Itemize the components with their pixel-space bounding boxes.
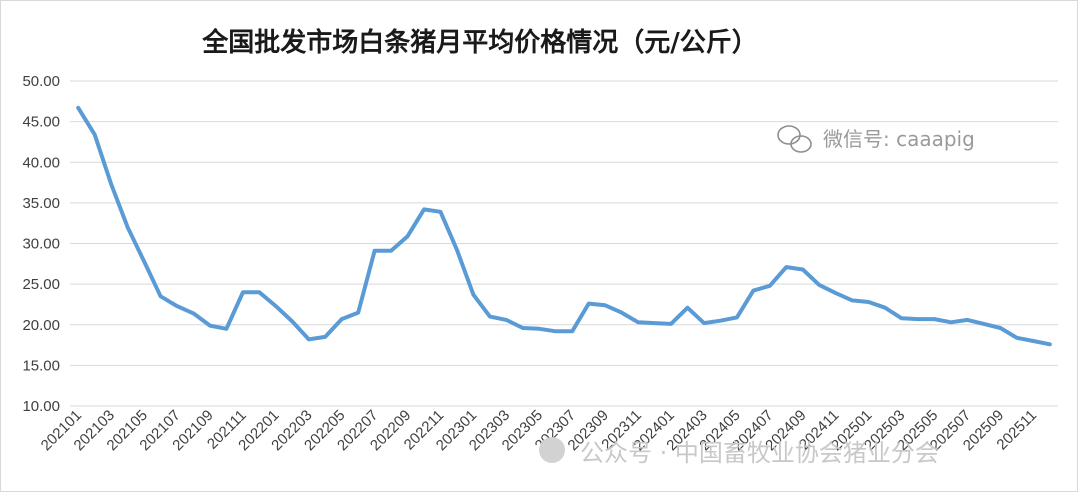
data-point: [290, 320, 294, 323]
data-point: [471, 293, 475, 297]
data-point: [1015, 336, 1019, 340]
data-point: [373, 249, 377, 253]
footer-watermark-text: 公众号 · 中国畜牧业协会猪业分会: [580, 439, 939, 467]
footer-watermark: 公众号 · 中国畜牧业协会猪业分会: [539, 437, 939, 467]
data-point: [274, 304, 278, 308]
data-point: [735, 315, 739, 319]
data-point: [949, 320, 953, 324]
data-point: [867, 300, 871, 304]
data-point: [537, 327, 541, 331]
data-point: [192, 311, 195, 315]
data-point: [1031, 339, 1035, 343]
data-point: [521, 326, 525, 330]
data-point: [224, 327, 228, 331]
data-point: [257, 290, 261, 294]
data-point: [702, 321, 706, 325]
data-point: [439, 210, 442, 214]
data-point: [620, 311, 624, 315]
data-point: [76, 106, 80, 110]
data-point: [801, 268, 805, 271]
series-line: [76, 105, 1052, 347]
data-point: [208, 324, 212, 328]
y-tick-label: 10.00: [22, 398, 60, 415]
data-point: [126, 225, 130, 229]
gridlines: [70, 80, 1058, 407]
data-point: [686, 306, 689, 310]
data-point: [751, 289, 755, 293]
data-point: [636, 320, 640, 324]
data-point: [998, 326, 1002, 330]
data-point: [916, 317, 920, 321]
data-point: [93, 133, 97, 137]
data-point: [356, 311, 360, 315]
data-point: [653, 321, 657, 325]
data-point: [142, 259, 146, 263]
data-point: [669, 322, 673, 326]
data-point: [406, 234, 410, 238]
wechat-watermark: 微信号: caaapig: [777, 125, 975, 153]
data-point: [933, 317, 936, 321]
y-tick-label: 20.00: [22, 317, 60, 334]
data-point: [455, 248, 459, 252]
data-point: [982, 322, 986, 326]
wechat-id-text: 微信号: caaapig: [823, 127, 975, 151]
wechat-logo-icon: [539, 437, 565, 463]
y-tick-label: 45.00: [22, 114, 60, 131]
data-point: [784, 265, 788, 269]
data-point: [817, 283, 821, 287]
y-tick-label: 50.00: [22, 73, 60, 90]
data-point: [570, 329, 574, 333]
y-tick-label: 30.00: [22, 236, 60, 253]
data-point: [965, 318, 969, 322]
data-point: [834, 291, 838, 295]
y-tick-label: 35.00: [22, 195, 60, 212]
data-point: [1048, 342, 1052, 346]
data-point: [422, 207, 426, 211]
wechat-icon: [777, 125, 812, 153]
y-tick-label: 15.00: [22, 357, 60, 374]
data-point: [883, 306, 887, 310]
data-point: [488, 315, 492, 319]
data-point: [159, 294, 163, 298]
data-point: [241, 290, 245, 294]
data-point: [587, 302, 591, 306]
data-point: [504, 318, 508, 322]
y-tick-label: 25.00: [22, 276, 60, 293]
data-point: [109, 182, 113, 186]
data-point: [603, 303, 607, 307]
chart-title: 全国批发市场白条猪月平均价格情况（元/公斤）: [201, 27, 758, 58]
data-point: [340, 317, 344, 321]
data-point: [307, 337, 311, 341]
data-point: [175, 304, 179, 308]
data-point: [768, 284, 772, 288]
data-point: [850, 298, 854, 302]
y-axis-ticks: 50.00 45.00 40.00 35.00 30.00 25.00 20.00 15.00…: [22, 73, 60, 415]
data-point: [900, 316, 904, 320]
data-point: [323, 335, 327, 339]
series-points: [76, 106, 1052, 346]
data-point: [554, 329, 558, 333]
data-point: [718, 319, 722, 323]
y-tick-label: 40.00: [22, 154, 60, 171]
data-point: [389, 249, 393, 253]
